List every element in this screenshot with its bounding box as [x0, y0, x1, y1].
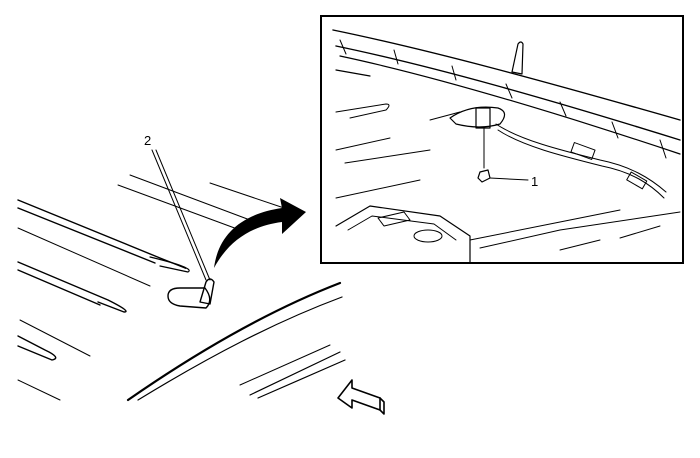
inset-frame [320, 15, 684, 264]
callout-1-label: 1 [531, 174, 538, 189]
callout-2-leader [151, 149, 207, 281]
antenna-mount-harness [449, 106, 667, 199]
detail-pointer-arrow [214, 198, 306, 268]
roof-antenna-base [167, 278, 215, 309]
callout-1-leader [489, 177, 529, 181]
view-direction-arrow [337, 379, 385, 415]
callout-2-label: 2 [144, 133, 151, 148]
antenna-nut [477, 169, 491, 183]
roof-rail-strips [17, 199, 190, 401]
roof-panel-main-view [17, 174, 346, 402]
inset-detail-view [320, 15, 684, 264]
